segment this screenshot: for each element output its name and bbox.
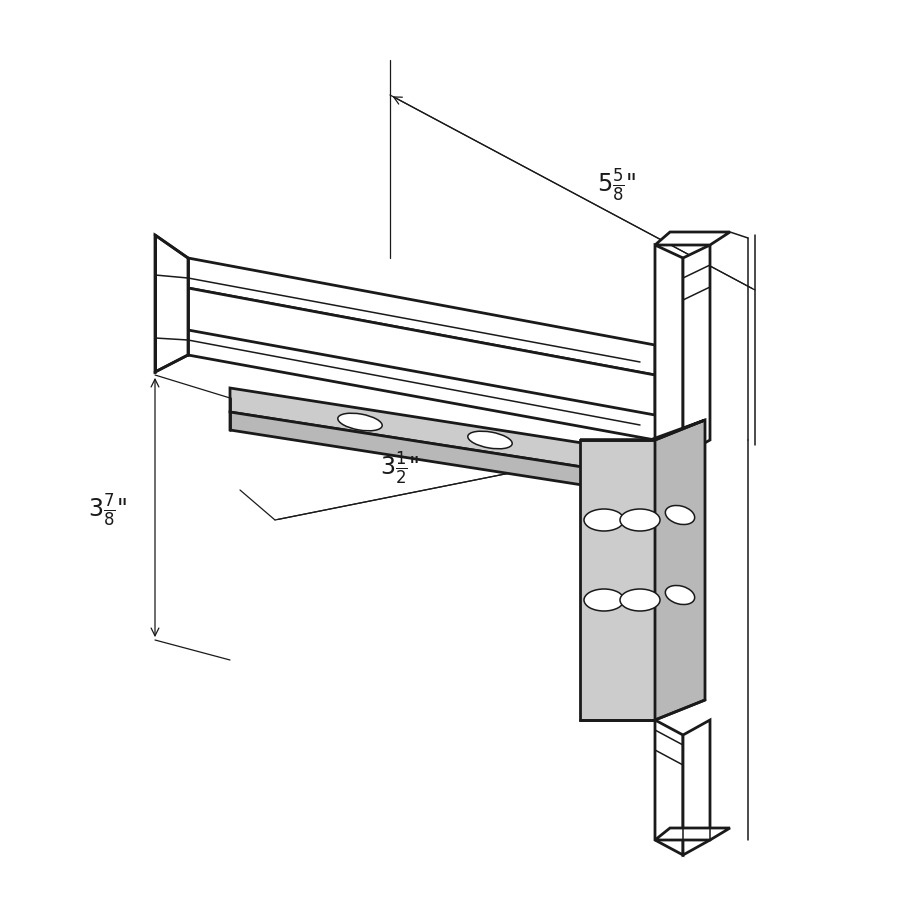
Ellipse shape: [665, 586, 695, 605]
Ellipse shape: [584, 509, 624, 531]
Ellipse shape: [468, 431, 512, 449]
Ellipse shape: [620, 589, 660, 611]
Polygon shape: [655, 720, 683, 855]
Polygon shape: [155, 235, 188, 372]
Polygon shape: [230, 388, 640, 476]
Text: $5\mathregular{\frac{5}{8}}$": $5\mathregular{\frac{5}{8}}$": [597, 166, 636, 203]
Polygon shape: [683, 720, 710, 855]
Polygon shape: [655, 420, 705, 720]
Polygon shape: [580, 440, 655, 720]
Ellipse shape: [338, 413, 382, 431]
Polygon shape: [580, 420, 705, 440]
Polygon shape: [188, 258, 655, 375]
Polygon shape: [655, 232, 730, 245]
Polygon shape: [655, 828, 730, 840]
Ellipse shape: [620, 509, 660, 531]
Polygon shape: [230, 412, 640, 494]
Polygon shape: [683, 245, 710, 455]
Text: $3\mathregular{\frac{1}{2}}$": $3\mathregular{\frac{1}{2}}$": [381, 449, 419, 487]
Ellipse shape: [665, 506, 695, 525]
Ellipse shape: [584, 589, 624, 611]
Polygon shape: [188, 288, 655, 415]
Text: $3\mathregular{\frac{7}{8}}$": $3\mathregular{\frac{7}{8}}$": [88, 491, 128, 528]
Polygon shape: [655, 245, 683, 455]
